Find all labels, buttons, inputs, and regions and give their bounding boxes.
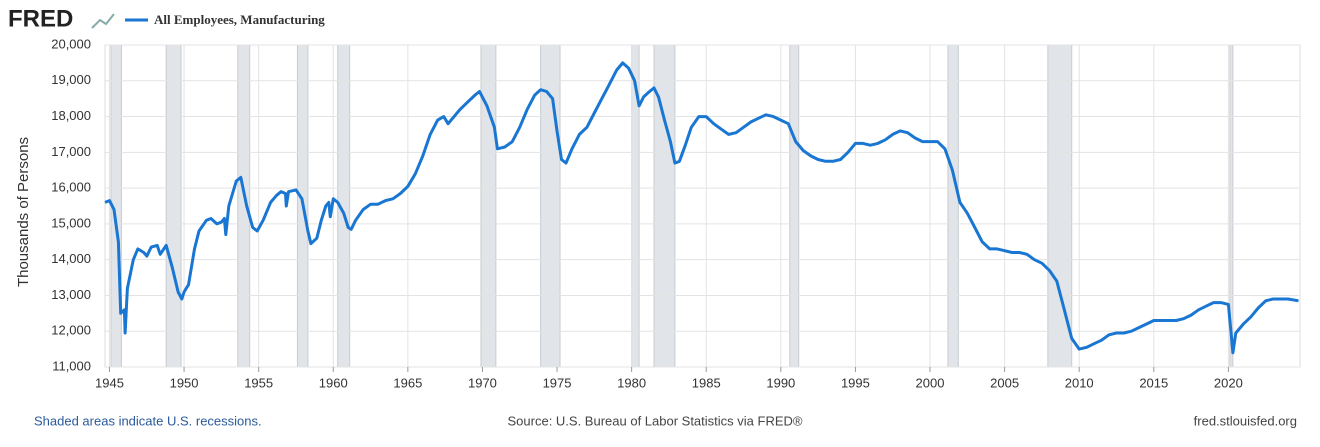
x-tick-label: 1975 (543, 375, 572, 390)
legend-label: All Employees, Manufacturing (154, 12, 325, 27)
footer-url: fred.stlouisfed.org (1194, 413, 1297, 428)
y-tick-label: 11,000 (52, 358, 91, 373)
logo-icon (91, 13, 115, 29)
plot-area (104, 44, 1301, 368)
x-tick-label: 1955 (244, 375, 273, 390)
x-tick-label: 2005 (990, 375, 1019, 390)
plot (104, 44, 1300, 368)
y-tick-label: 18,000 (51, 108, 91, 123)
x-tick-label: 1990 (766, 375, 795, 390)
x-tick-label: 1960 (319, 375, 348, 390)
footer-note: Shaded areas indicate U.S. recessions. (34, 413, 262, 428)
x-tick-label: 1950 (170, 375, 199, 390)
legend: All Employees, Manufacturing (125, 12, 325, 27)
y-tick-label: 15,000 (51, 215, 91, 230)
y-tick-label: 20,000 (51, 36, 91, 51)
recession (947, 44, 959, 368)
y-tick-label: 14,000 (51, 251, 91, 266)
recession (165, 44, 182, 368)
recession (1047, 44, 1073, 368)
logo: FRED (8, 5, 73, 32)
x-tick-label: 1980 (617, 375, 646, 390)
recession (480, 44, 497, 368)
y-tick-label: 12,000 (51, 323, 91, 338)
x-tick-label: 1985 (692, 375, 721, 390)
x-tick-label: 2010 (1065, 375, 1094, 390)
x-tick-label: 2020 (1214, 375, 1243, 390)
x-tick-label: 1945 (95, 375, 124, 390)
line-series (104, 61, 1299, 355)
y-tick-label: 13,000 (51, 287, 91, 302)
y-axis-label: Thousands of Persons (15, 137, 32, 287)
y-tick-label: 16,000 (51, 180, 91, 195)
x-tick-label: 1970 (468, 375, 497, 390)
x-tick-label: 2015 (1139, 375, 1168, 390)
x-tick-label: 1995 (841, 375, 870, 390)
footer-source: Source: U.S. Bureau of Labor Statistics … (508, 413, 803, 428)
x-tick-label: 1965 (393, 375, 422, 390)
y-tick-label: 17,000 (51, 144, 91, 159)
y-tick-label: 19,000 (51, 72, 91, 87)
x-tick-label: 2000 (916, 375, 945, 390)
recession (789, 44, 800, 368)
